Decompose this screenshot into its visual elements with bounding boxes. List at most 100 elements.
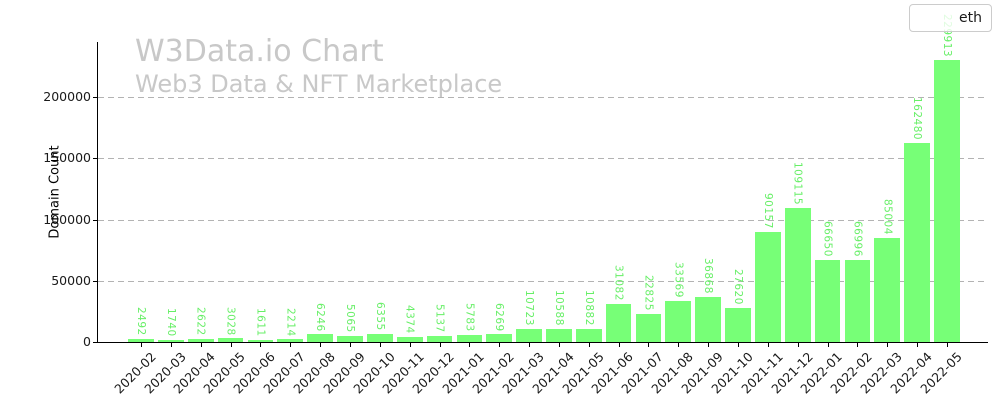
x-axis-tick — [887, 343, 889, 347]
x-axis-tick — [141, 343, 142, 347]
bar-value-label: 2492 — [135, 307, 147, 336]
x-axis-tick — [618, 343, 620, 347]
bar — [575, 328, 602, 342]
bar-value-label: 27620 — [732, 269, 745, 306]
x-axis-tick — [529, 343, 531, 347]
bar-value-label: 31082 — [612, 265, 625, 301]
bar — [366, 334, 393, 342]
bar-value-label: 2214 — [284, 307, 297, 337]
bar-value-label: 10588 — [552, 290, 565, 327]
bar — [456, 334, 483, 342]
x-axis-tick — [857, 343, 859, 347]
bar — [814, 260, 841, 342]
bar-value-label: 6355 — [373, 302, 386, 332]
x-axis-tick — [349, 343, 351, 347]
bar-value-label: 85004 — [881, 199, 894, 235]
bar — [396, 336, 423, 342]
bar-value-label: 3028 — [224, 306, 237, 336]
bar — [516, 328, 542, 342]
bar-value-label: 90157 — [761, 192, 774, 229]
bar — [605, 303, 632, 342]
y-tick-label: 50000 — [51, 272, 91, 288]
y-axis-tick — [93, 97, 97, 99]
x-axis-tick — [797, 343, 799, 347]
x-axis-tick — [230, 343, 232, 347]
bar — [426, 335, 453, 342]
chart-watermark: W3Data.io Chart Web3 Data & NFT Marketpl… — [135, 34, 502, 99]
y-tick-label: 150000 — [43, 150, 91, 166]
bar-value-label: 66996 — [851, 221, 864, 257]
bar-value-label: 6269 — [493, 302, 506, 332]
x-axis-tick — [588, 343, 590, 347]
bar — [934, 60, 960, 342]
gridline — [98, 280, 988, 282]
bar-value-label: 5065 — [343, 304, 356, 333]
x-axis-tick — [499, 343, 501, 347]
bar-value-label: 6246 — [314, 302, 327, 332]
bar — [217, 338, 244, 342]
y-axis-tick — [93, 158, 97, 160]
x-axis-tick — [260, 343, 262, 347]
bar-value-label: 109115 — [791, 162, 804, 206]
y-axis-line — [97, 42, 98, 342]
y-axis-tick — [93, 342, 97, 343]
x-axis-tick — [917, 343, 919, 347]
bar — [874, 237, 901, 342]
bar — [486, 334, 513, 342]
bar-value-label: 1740 — [164, 308, 177, 337]
x-axis-tick — [379, 343, 381, 347]
bar — [546, 329, 572, 342]
x-axis-line — [97, 342, 988, 343]
bar-value-label: 5783 — [463, 303, 476, 332]
x-axis-tick — [827, 343, 829, 347]
bar-value-label: 10723 — [523, 289, 536, 326]
bar — [844, 259, 871, 342]
bar — [187, 338, 214, 342]
x-axis-tick — [648, 343, 650, 347]
y-axis-tick — [93, 219, 97, 221]
bar — [247, 340, 274, 342]
gridline — [98, 97, 988, 99]
x-axis-tick — [469, 343, 471, 347]
x-axis-tick — [290, 343, 292, 347]
bar — [904, 143, 930, 342]
chart-title: W3Data.io Chart — [135, 34, 384, 69]
bar-value-label: 33569 — [672, 262, 685, 298]
bar-value-label: 22825 — [642, 275, 655, 312]
legend-swatch-icon — [918, 12, 950, 25]
y-axis-tick — [93, 280, 97, 282]
gridline — [98, 219, 988, 221]
bar-value-label: 4374 — [403, 304, 416, 334]
bar — [337, 335, 363, 342]
bar — [725, 308, 751, 342]
bar — [665, 300, 692, 342]
bar-value-label: 2622 — [194, 307, 207, 336]
y-tick-label: 0 — [83, 334, 91, 349]
x-axis-tick — [409, 343, 411, 347]
y-axis-title: Domain Count — [47, 145, 63, 239]
x-axis-tick — [170, 343, 172, 347]
bar-value-label: 1611 — [254, 308, 267, 338]
bar — [277, 339, 304, 342]
x-axis-tick — [558, 343, 560, 347]
bar — [128, 338, 154, 342]
bar — [695, 296, 722, 342]
legend-label: eth — [959, 10, 982, 26]
y-tick-label: 200000 — [43, 89, 91, 105]
bar — [307, 334, 333, 342]
bar — [635, 314, 662, 342]
legend: eth — [909, 4, 992, 32]
bar-value-label: 162480 — [911, 96, 924, 141]
x-axis-tick — [738, 343, 740, 347]
x-axis-tick — [678, 343, 680, 347]
y-tick-label: 100000 — [43, 211, 91, 227]
bar — [158, 339, 184, 342]
bar-value-label: 10882 — [582, 289, 595, 326]
chart-subtitle: Web3 Data & NFT Marketplace — [135, 70, 503, 98]
x-axis-tick — [708, 343, 710, 347]
gridline — [98, 158, 988, 160]
x-axis-tick — [767, 343, 769, 347]
bar-value-label: 36868 — [702, 257, 715, 294]
